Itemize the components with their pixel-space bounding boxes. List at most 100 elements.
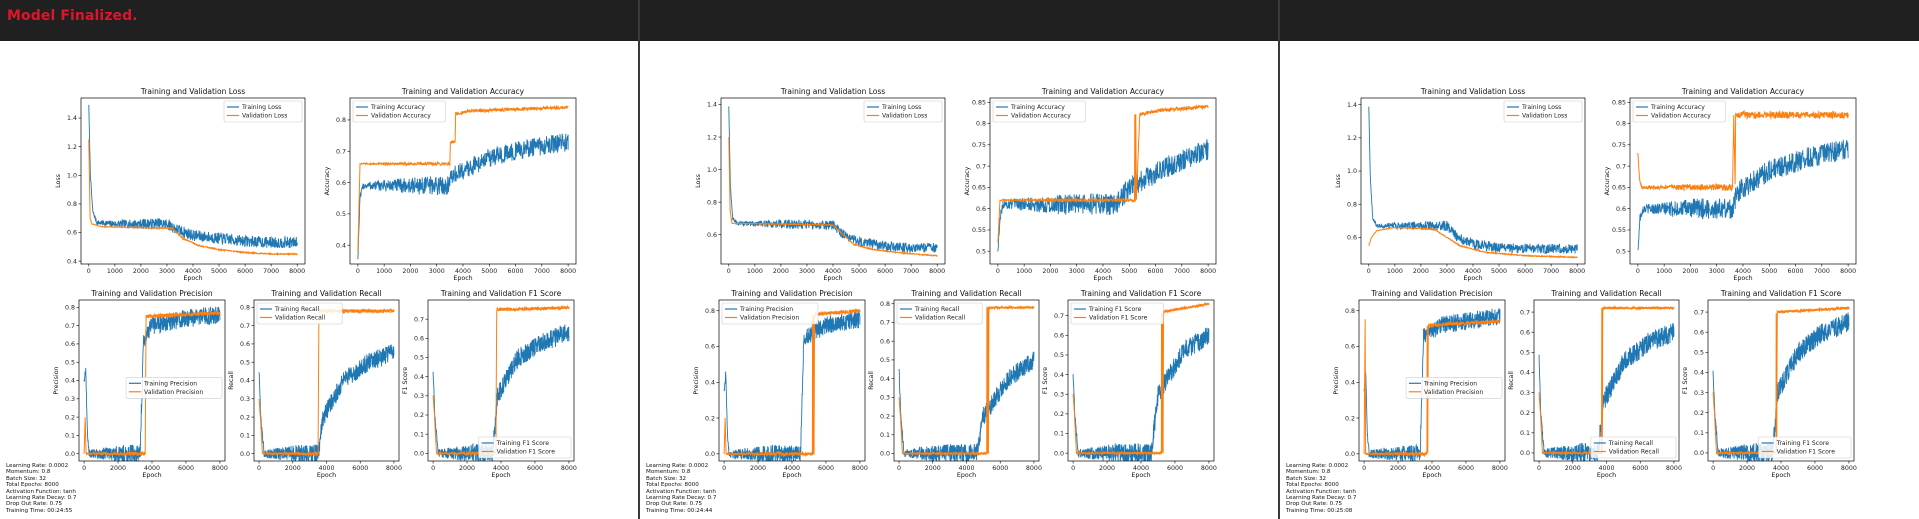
- x-tick-label: 4000: [784, 465, 800, 472]
- x-tick-label: 5000: [1491, 268, 1507, 275]
- legend-entry-validation: Validation Precision: [1424, 389, 1483, 396]
- legend-entry-validation: Validation F1 Score: [1777, 449, 1836, 456]
- y-axis-label: Recall: [1508, 371, 1515, 390]
- series-line-training: [258, 344, 395, 461]
- x-tick-label: 8000: [1666, 465, 1682, 472]
- series-line-validation: [1538, 305, 1675, 456]
- y-tick-label: 0.8: [1345, 308, 1355, 315]
- y-tick-label: 0.5: [1616, 248, 1626, 255]
- x-axis-label: Epoch: [317, 472, 336, 479]
- param-lr-decay: Learning Rate Decay: 0.7: [646, 495, 717, 502]
- legend-entry-validation: Validation F1 Score: [497, 449, 556, 456]
- y-tick-label: 0.65: [972, 185, 986, 192]
- param-training-time: Training Time: 00:25:08: [1286, 507, 1353, 514]
- y-tick-label: 0.4: [67, 258, 77, 265]
- x-axis-label: Epoch: [823, 275, 842, 282]
- x-tick-label: 1000: [1656, 268, 1672, 275]
- chart-loss: 0 1000 2000 3000 4000 5000 6000 7000 8000 0.6 0.8 1…: [695, 87, 946, 282]
- series-line-training: [1637, 139, 1849, 251]
- y-tick-label: 0.0: [880, 451, 890, 458]
- y-tick-label: 0.65: [1612, 185, 1626, 192]
- chart-rec: 0 2000 4000 6000 8000 0.0 0.1 0.2 0.3 0.4 0.5 0.6 0.…: [228, 289, 402, 479]
- chart-legend: Training F1 Score Validation F1 Score: [1758, 436, 1852, 459]
- x-tick-label: 4000: [493, 465, 509, 472]
- y-axis-label: Loss: [695, 174, 702, 188]
- chart-legend: Training Precision Validation Precision: [1405, 376, 1503, 399]
- chart-legend: Training Accuracy Validation Accuracy: [992, 100, 1086, 123]
- param-training-time: Training Time: 00:24:44: [646, 507, 713, 514]
- x-tick-label: 0: [356, 268, 360, 275]
- y-tick-label: 0.1: [65, 433, 75, 440]
- y-tick-label: 0.6: [880, 338, 890, 345]
- x-tick-label: 8000: [561, 465, 577, 472]
- y-axis-label: Accuracy: [324, 166, 331, 195]
- series-line-validation: [997, 103, 1209, 243]
- series-line-validation: [723, 307, 861, 458]
- x-tick-label: 8000: [1026, 465, 1042, 472]
- x-axis-label: Epoch: [453, 275, 472, 282]
- series-line-training: [728, 106, 938, 253]
- legend-entry-validation: Validation Precision: [144, 389, 203, 396]
- y-tick-label: 1.0: [707, 167, 717, 174]
- legend-frame: [1405, 376, 1503, 399]
- x-tick-label: 4000: [1598, 465, 1614, 472]
- x-tick-label: 1000: [747, 268, 763, 275]
- series-line-validation: [1712, 305, 1850, 456]
- chart-legend: Training Loss Validation Loss: [223, 100, 303, 123]
- chart-title: Training and Validation Loss: [1420, 87, 1525, 96]
- chart-title: Training and Validation Accuracy: [401, 87, 525, 96]
- x-tick-label: 6000: [1517, 268, 1533, 275]
- y-tick-label: 0.5: [65, 359, 75, 366]
- legend-entry-validation: Validation Recall: [275, 315, 326, 322]
- chart-title: Training and Validation Accuracy: [1041, 87, 1165, 96]
- series-line-training: [83, 306, 221, 461]
- legend-entry-validation: Validation Loss: [1522, 113, 1567, 120]
- y-tick-label: 0.0: [1694, 450, 1704, 457]
- x-tick-label: 0: [1636, 268, 1640, 275]
- charts-canvas-3: 0 1000 2000 3000 4000 5000 6000 7000 8000 0.6 0.8 1…: [1333, 87, 1857, 479]
- y-tick-label: 0.6: [336, 180, 346, 187]
- chart-acc: 0 1000 2000 3000 4000 5000 6000 7000 8000 0.5 0.55…: [1604, 87, 1857, 282]
- legend-entry-training: Training Recall: [1608, 440, 1653, 447]
- y-tick-label: 0.1: [1054, 431, 1064, 438]
- legend-frame: [863, 100, 943, 123]
- y-tick-label: 0.0: [1520, 450, 1530, 457]
- chart-legend: Training F1 Score Validation F1 Score: [1070, 302, 1164, 325]
- y-axis-label: Recall: [868, 371, 875, 390]
- series-line-training: [1368, 106, 1578, 255]
- x-tick-label: 2000: [925, 465, 941, 472]
- legend-entry-training: Training Accuracy: [1650, 104, 1705, 111]
- legend-entry-training: Training Loss: [881, 104, 921, 111]
- y-tick-label: 0.7: [1694, 309, 1704, 316]
- y-tick-label: 0.4: [336, 242, 346, 249]
- axes-frame: [720, 97, 946, 265]
- legend-entry-validation: Validation Accuracy: [371, 113, 431, 120]
- series-line-training: [1363, 308, 1501, 461]
- y-tick-label: 0.4: [65, 378, 75, 385]
- chart-loss: 0 1000 2000 3000 4000 5000 6000 7000 8000 0.6 0.8 1…: [1335, 87, 1586, 282]
- chart-loss: 0 1000 2000 3000 4000 5000 6000 7000 8000 0.4 0.6 0…: [55, 87, 306, 282]
- axes-frame: [1360, 97, 1586, 265]
- y-tick-label: 0.5: [1054, 352, 1064, 359]
- x-tick-label: 0: [722, 465, 726, 472]
- y-tick-label: 0.4: [1694, 370, 1704, 377]
- x-tick-label: 6000: [508, 268, 524, 275]
- x-tick-label: 3000: [429, 268, 445, 275]
- y-tick-label: 1.0: [1347, 168, 1357, 175]
- legend-entry-validation: Validation F1 Score: [1089, 315, 1148, 322]
- param-momentum: Momentum: 0.8: [1286, 469, 1331, 476]
- y-tick-label: 0.3: [880, 395, 890, 402]
- y-tick-label: 0.4: [705, 379, 715, 386]
- x-tick-label: 0: [996, 268, 1000, 275]
- x-tick-label: 6000: [818, 465, 834, 472]
- chart-rec: 0 2000 4000 6000 8000 0.0 0.1 0.2 0.3 0.4 0.5 0.6 0.…: [1508, 289, 1682, 479]
- y-tick-label: 0.75: [1612, 142, 1626, 149]
- y-tick-label: 0.1: [1520, 430, 1530, 437]
- x-tick-label: 1000: [376, 268, 392, 275]
- chart-legend: Training Recall Validation Recall: [256, 302, 343, 325]
- chart-acc: 0 1000 2000 3000 4000 5000 6000 7000 8000 0.4 0.5 0…: [324, 87, 577, 282]
- x-tick-label: 2000: [110, 465, 126, 472]
- y-axis-label: F1 Score: [1682, 367, 1689, 394]
- y-tick-label: 0.6: [1694, 329, 1704, 336]
- series-line-validation: [1368, 226, 1578, 259]
